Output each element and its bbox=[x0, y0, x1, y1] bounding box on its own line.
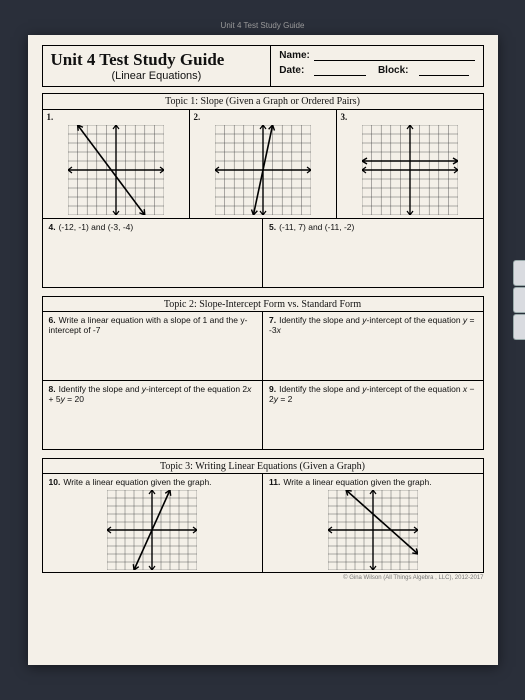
cell-10-text: Write a linear equation given the graph. bbox=[63, 477, 211, 487]
cell-1-num: 1. bbox=[47, 112, 54, 122]
cell-9-text: Identify the slope and y-intercept of th… bbox=[269, 384, 475, 404]
topic-2-banner: Topic 2: Slope-Intercept Form vs. Standa… bbox=[42, 296, 484, 312]
cell-11: 11.Write a linear equation given the gra… bbox=[262, 473, 484, 573]
name-field[interactable] bbox=[314, 50, 475, 61]
title-box: Unit 4 Test Study Guide (Linear Equation… bbox=[43, 46, 272, 86]
name-label: Name: bbox=[279, 50, 310, 61]
cell-2: 2. bbox=[189, 109, 337, 219]
cell-8-text: Identify the slope and y-intercept of th… bbox=[49, 384, 252, 404]
cell-4-text: (-12, -1) and (-3, -4) bbox=[59, 222, 134, 232]
cell-5-num: 5. bbox=[269, 222, 276, 232]
cell-3-num: 3. bbox=[341, 112, 348, 122]
cell-8: 8.Identify the slope and y-intercept of … bbox=[42, 380, 264, 450]
graph-10 bbox=[107, 490, 197, 570]
block-field[interactable] bbox=[419, 65, 469, 76]
meta-box: Name: Date: Block: bbox=[271, 46, 482, 86]
cell-1: 1. bbox=[42, 109, 190, 219]
side-tab-2[interactable] bbox=[513, 287, 525, 313]
graph-2 bbox=[215, 125, 311, 215]
cell-2-num: 2. bbox=[194, 112, 201, 122]
topic-3-banner: Topic 3: Writing Linear Equations (Given… bbox=[42, 458, 484, 474]
topic2-row1: 6.Write a linear equation with a slope o… bbox=[42, 311, 484, 381]
cell-9: 9.Identify the slope and y-intercept of … bbox=[262, 380, 484, 450]
browser-side-tabs bbox=[513, 260, 525, 340]
graph-3 bbox=[362, 125, 458, 215]
copyright-footer: © Gina Wilson (All Things Algebra , LLC)… bbox=[42, 575, 484, 581]
topic1-row2: 4.(-12, -1) and (-3, -4) 5.(-11, 7) and … bbox=[42, 218, 484, 288]
topic-1-banner: Topic 1: Slope (Given a Graph or Ordered… bbox=[42, 93, 484, 109]
cell-6-text: Write a linear equation with a slope of … bbox=[49, 315, 248, 335]
topic2-row2: 8.Identify the slope and y-intercept of … bbox=[42, 380, 484, 450]
cell-4-num: 4. bbox=[49, 222, 56, 232]
page-title: Unit 4 Test Study Guide bbox=[51, 50, 263, 70]
side-tab-1[interactable] bbox=[513, 260, 525, 286]
cell-7-num: 7. bbox=[269, 315, 276, 325]
cell-7-text: Identify the slope and y-intercept of th… bbox=[269, 315, 475, 335]
cutoff-header: Unit 4 Test Study Guide bbox=[221, 21, 305, 30]
cell-11-text: Write a linear equation given the graph. bbox=[283, 477, 431, 487]
topic1-row1: 1. 2. 3. bbox=[42, 109, 484, 219]
date-label: Date: bbox=[279, 65, 304, 76]
worksheet-page: Unit 4 Test Study Guide Unit 4 Test Stud… bbox=[28, 35, 498, 665]
date-field[interactable] bbox=[314, 65, 366, 76]
cell-5: 5.(-11, 7) and (-11, -2) bbox=[262, 218, 484, 288]
cell-7: 7.Identify the slope and y-intercept of … bbox=[262, 311, 484, 381]
header-row: Unit 4 Test Study Guide (Linear Equation… bbox=[42, 45, 484, 87]
cell-5-text: (-11, 7) and (-11, -2) bbox=[279, 222, 354, 232]
cell-10-num: 10. bbox=[49, 477, 61, 487]
cell-10: 10.Write a linear equation given the gra… bbox=[42, 473, 264, 573]
page-subtitle: (Linear Equations) bbox=[51, 70, 263, 82]
cell-6-num: 6. bbox=[49, 315, 56, 325]
graph-1 bbox=[68, 125, 164, 215]
cell-11-num: 11. bbox=[269, 477, 280, 487]
cell-3: 3. bbox=[336, 109, 484, 219]
cell-6: 6.Write a linear equation with a slope o… bbox=[42, 311, 264, 381]
block-label: Block: bbox=[378, 65, 409, 76]
side-tab-3[interactable] bbox=[513, 314, 525, 340]
graph-11 bbox=[328, 490, 418, 570]
cell-8-num: 8. bbox=[49, 384, 56, 394]
topic3-row: 10.Write a linear equation given the gra… bbox=[42, 473, 484, 573]
cell-9-num: 9. bbox=[269, 384, 276, 394]
cell-4: 4.(-12, -1) and (-3, -4) bbox=[42, 218, 264, 288]
